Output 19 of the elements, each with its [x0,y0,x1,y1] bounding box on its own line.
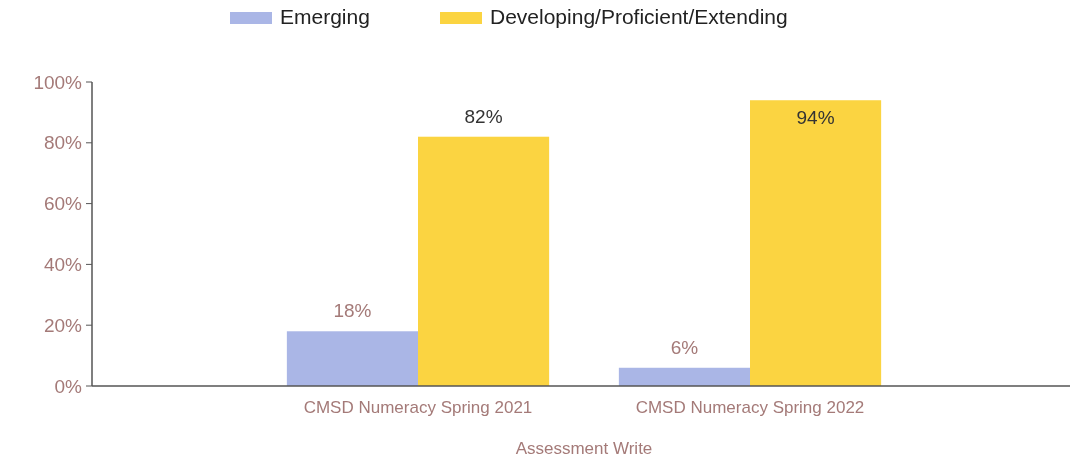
bar [418,136,550,386]
bar [750,100,882,386]
x-tick-label: CMSD Numeracy Spring 2021 [303,398,533,417]
legend-label: Developing/Proficient/Extending [490,5,788,28]
y-tick-label: 80% [43,132,83,154]
data-label: 6% [670,336,699,358]
data-label: 82% [464,105,503,127]
data-label: 94% [796,107,835,129]
bar [618,367,750,386]
y-tick-label: 40% [43,254,83,276]
legend-label: Emerging [280,5,370,28]
data-label: 18% [333,300,372,322]
y-tick-label: 60% [43,193,83,215]
y-tick-label: 20% [43,314,83,336]
x-axis-title: Assessment Write [515,439,653,458]
x-tick-label: CMSD Numeracy Spring 2022 [635,398,865,417]
y-tick-label: 100% [33,71,83,93]
y-tick-label: 0% [54,375,83,397]
bar [286,331,418,386]
